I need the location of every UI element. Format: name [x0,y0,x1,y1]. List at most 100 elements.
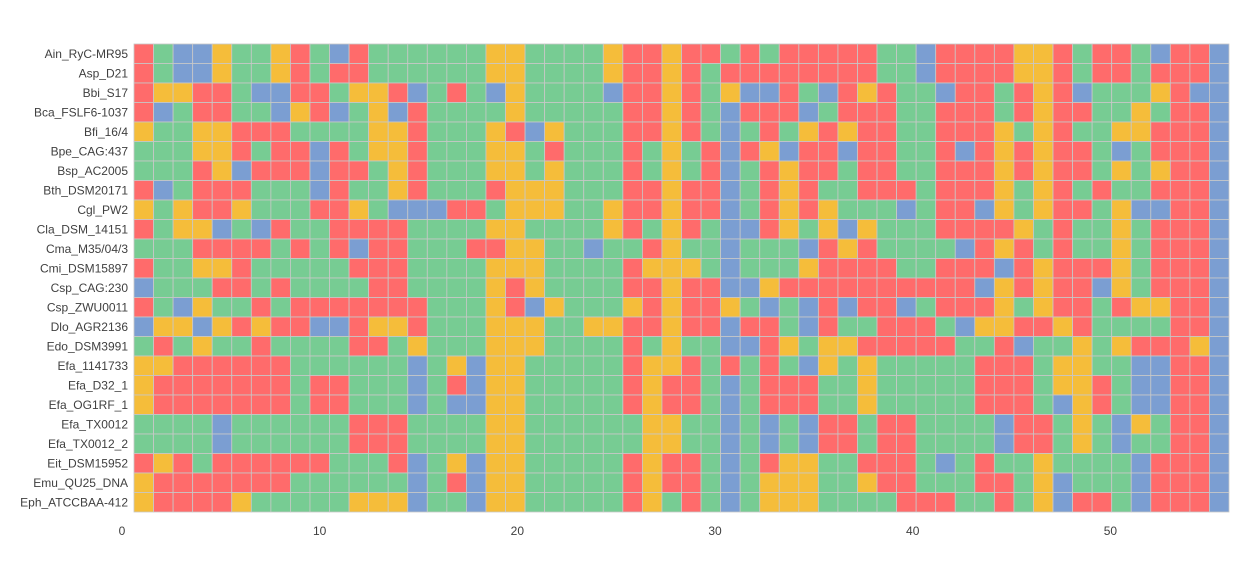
heatmap-cell [915,394,937,415]
heatmap-cell [485,258,506,279]
heatmap-cell [1013,433,1034,454]
heatmap-cell [309,219,330,240]
heatmap-cell [778,453,800,474]
heatmap-cell [1209,82,1230,103]
heatmap-cell [641,433,663,454]
heatmap-cell [1130,297,1152,318]
heatmap-cell [857,277,878,298]
heatmap-cell [505,199,526,220]
heatmap-cell [817,160,839,181]
heatmap-cell [1130,472,1152,493]
heatmap-cell [700,433,721,454]
heatmap-cell [466,258,487,279]
heatmap-cell [641,141,663,162]
heatmap-cell [837,258,858,279]
heatmap-cell [387,336,409,357]
heatmap-cell [505,238,526,259]
heatmap-cell [954,160,976,181]
heatmap-cell [153,492,174,513]
heatmap-cell [192,43,213,64]
heatmap-cell [524,316,546,337]
heatmap-cell [1189,277,1210,298]
heatmap-cell [563,219,585,240]
heatmap-cell [974,258,995,279]
heatmap-cell [954,199,976,220]
heatmap-cell [211,141,233,162]
heatmap-cell [1072,355,1093,376]
heatmap-cell [1209,43,1230,64]
row-label: Csp_CAG:230 [51,281,129,295]
heatmap-cell [153,277,174,298]
heatmap-cell [1052,141,1073,162]
heatmap-cell [348,414,370,435]
heatmap-cell [1150,219,1171,240]
heatmap-cell [622,316,643,337]
heatmap-cell [211,414,233,435]
heatmap-cell [1072,472,1093,493]
heatmap-cell [622,238,643,259]
heatmap-cell [583,121,604,142]
heatmap-cell [876,297,897,318]
heatmap-cell [1189,258,1210,279]
heatmap-cell [290,355,311,376]
heatmap-cell [700,219,721,240]
heatmap-cell [759,180,780,201]
heatmap-cell [133,199,154,220]
heatmap-cell [329,63,350,84]
heatmap-cell [1111,433,1132,454]
heatmap-cell [622,180,643,201]
heatmap-cell [1013,297,1034,318]
heatmap-cell [1169,160,1191,181]
heatmap-cell [935,394,956,415]
heatmap-cell [368,180,389,201]
heatmap-cell [954,492,976,513]
heatmap-cell [720,121,741,142]
heatmap-cell [231,394,252,415]
heatmap-cell [290,453,311,474]
heatmap-cell [759,492,780,513]
heatmap-cell [172,43,194,64]
heatmap-cell [954,394,976,415]
heatmap-cell [681,453,702,474]
heatmap-cell [211,43,233,64]
heatmap-cell [290,258,311,279]
heatmap-cell [563,453,585,474]
heatmap-cell [211,238,233,259]
heatmap-cell [602,258,624,279]
heatmap-cell [211,316,233,337]
heatmap-cell [583,297,604,318]
heatmap-cell [935,199,956,220]
heatmap-cell [778,63,800,84]
heatmap-cell [153,297,174,318]
heatmap-cell [133,121,154,142]
heatmap-cell [153,316,174,337]
heatmap-cell [798,141,819,162]
heatmap-cell [935,375,956,396]
heatmap-cell [329,316,350,337]
heatmap-cell [348,199,370,220]
heatmap-cell [778,492,800,513]
heatmap-cell [1052,219,1073,240]
heatmap-cell [466,121,487,142]
heatmap-cell [1052,277,1073,298]
heatmap-cell [329,433,350,454]
row-label: Efa_1141733 [57,359,128,373]
heatmap-cell [1091,102,1113,123]
heatmap-cell [172,180,194,201]
heatmap-cell [1189,433,1210,454]
heatmap-cell [153,433,174,454]
heatmap-cell [778,180,800,201]
heatmap-cell [1052,336,1073,357]
heatmap-cell [954,336,976,357]
heatmap-cell [368,219,389,240]
heatmap-cell [954,277,976,298]
heatmap-cell [661,199,682,220]
heatmap-cell [1130,199,1152,220]
heatmap-cell [1130,160,1152,181]
heatmap-cell [387,472,409,493]
heatmap-cell [1111,297,1132,318]
heatmap-cell [739,180,761,201]
heatmap-cell [329,472,350,493]
heatmap-cell [1091,160,1113,181]
heatmap-cell [974,63,995,84]
